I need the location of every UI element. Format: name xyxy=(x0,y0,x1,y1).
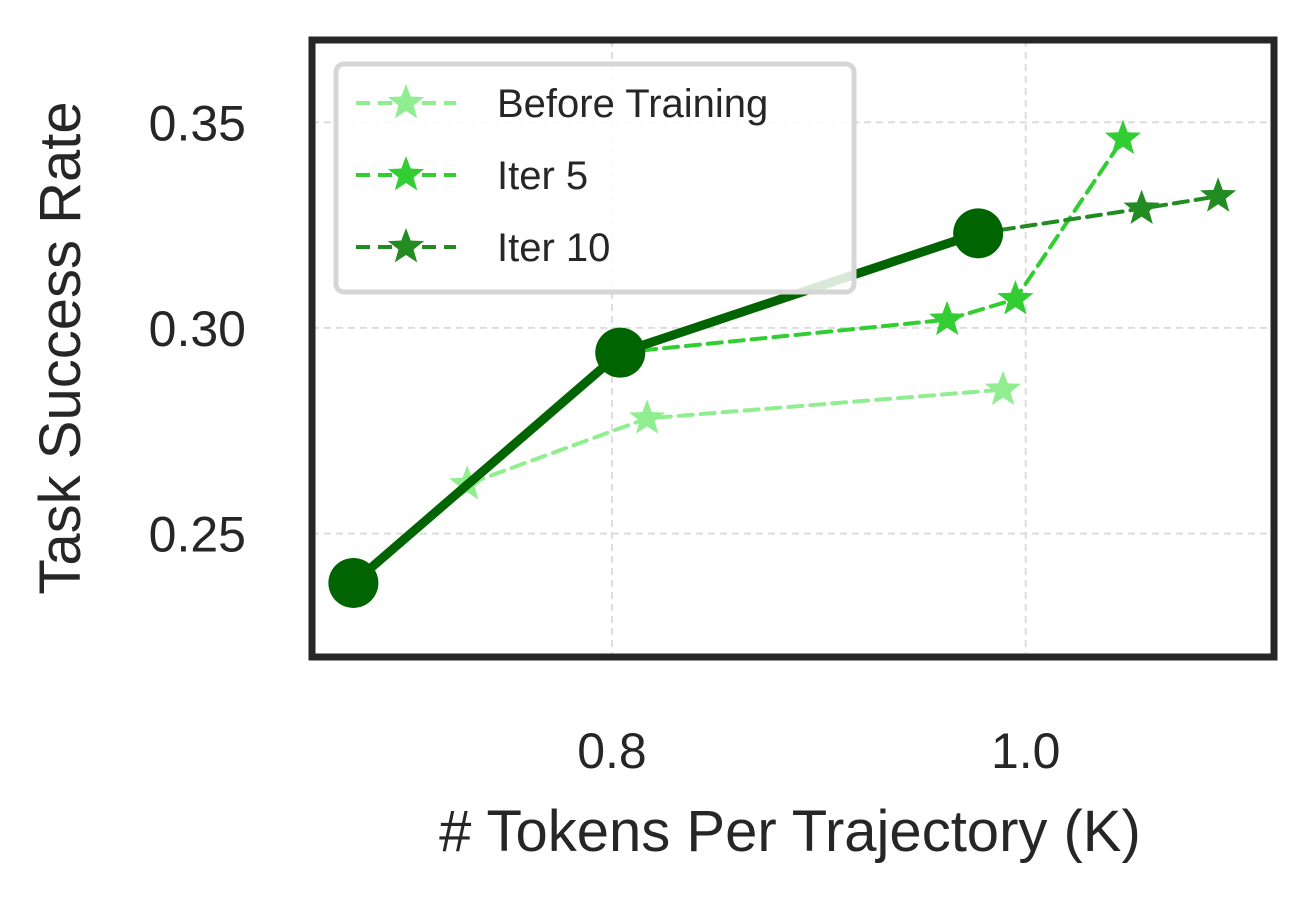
star-point xyxy=(984,370,1022,405)
y-tick-label: 0.30 xyxy=(149,301,246,357)
y-tick-label: 0.35 xyxy=(149,95,246,151)
series-line xyxy=(976,194,1221,236)
x-axis-label: # Tokens Per Trajectory (K) xyxy=(439,799,1141,864)
tick-labels: 0.8 1.0 0.25 0.30 0.35 xyxy=(149,95,1061,779)
circle-point xyxy=(328,557,379,608)
y-tick-label: 0.25 xyxy=(149,507,246,563)
plot-frame xyxy=(308,36,1278,661)
legend-label: Iter 5 xyxy=(497,154,588,198)
legend-box xyxy=(333,61,857,295)
legend-label: Iter 10 xyxy=(497,226,610,270)
series-line xyxy=(351,387,1005,585)
circle-point xyxy=(953,208,1004,259)
y-axis-label: Task Success Rate xyxy=(28,101,93,594)
x-tick-label: 0.8 xyxy=(577,723,647,779)
legend-star xyxy=(387,156,425,191)
legend-star xyxy=(387,228,425,263)
star-point xyxy=(929,300,966,336)
star-point xyxy=(1200,177,1237,212)
legend-star xyxy=(387,84,425,119)
star-point xyxy=(1123,189,1160,224)
series-before-training xyxy=(335,370,1022,599)
x-tick-label: 1.0 xyxy=(991,723,1061,779)
legend: Before Training Iter 5 Iter 10 xyxy=(333,61,857,295)
star-point xyxy=(629,399,666,434)
circle-point xyxy=(595,327,646,378)
legend-label: Before Training xyxy=(497,82,768,126)
series-layer xyxy=(328,119,1237,608)
star-point xyxy=(1104,119,1141,155)
series-frontier xyxy=(328,208,1004,608)
star-point xyxy=(997,280,1034,315)
